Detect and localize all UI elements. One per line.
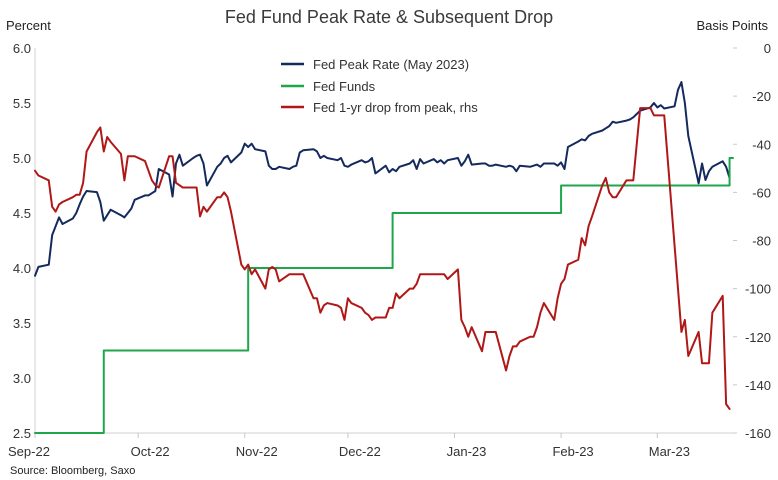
right-y-tick-label: -100 xyxy=(745,282,771,297)
right-y-tick-label: -140 xyxy=(745,378,771,393)
right-y-tick-label: -60 xyxy=(752,185,771,200)
x-tick-label: Feb-23 xyxy=(552,444,593,459)
x-tick-label: Sep-22 xyxy=(8,444,50,459)
x-ticks: Sep-22 Oct-22 Nov-22 Dec-22 Jan-23 Feb-23 Mar-… xyxy=(8,433,690,459)
left-y-tick-label: 3.0 xyxy=(13,371,31,386)
left-y-tick-label: 5.5 xyxy=(13,96,31,111)
left-y-tick-label: 6.0 xyxy=(13,41,31,56)
series-line-fed-funds xyxy=(34,157,734,434)
x-tick-label: Nov-22 xyxy=(236,444,278,459)
right-y-ticks: 0 -20 -40 -60 -80 -100 -120 -140 -160 xyxy=(733,41,771,441)
left-y-tick-label: 3.5 xyxy=(13,316,31,331)
x-tick-label: Oct-22 xyxy=(131,444,170,459)
right-y-tick-label: -160 xyxy=(745,426,771,441)
left-y-tick-label: 4.0 xyxy=(13,261,31,276)
legend-label-fed-drop: Fed 1-yr drop from peak, rhs xyxy=(313,100,478,115)
left-y-tick-label: 5.0 xyxy=(13,151,31,166)
right-y-tick-label: -40 xyxy=(752,137,771,152)
source-note: Source: Bloomberg, Saxo xyxy=(10,465,135,477)
x-tick-label: Mar-23 xyxy=(649,444,690,459)
legend: Fed Peak Rate (May 2023) Fed Funds Fed 1… xyxy=(281,57,478,115)
x-tick-label: Dec-22 xyxy=(339,444,381,459)
left-y-ticks: 6.0 5.5 5.0 4.5 4.0 3.5 3.0 2.5 xyxy=(13,41,31,441)
left-y-tick-label: 4.5 xyxy=(13,206,31,221)
legend-label-fed-funds: Fed Funds xyxy=(313,79,376,94)
series-line-fed-1-yr-drop-from-peak-rhs xyxy=(34,107,731,410)
right-axis-title: Basis Points xyxy=(696,18,768,33)
series-line-fed-peak-rate-may-2023 xyxy=(34,81,731,277)
left-axis-title: Percent xyxy=(6,18,51,33)
right-y-tick-label: -20 xyxy=(752,89,771,104)
right-y-tick-label: -120 xyxy=(745,330,771,345)
right-y-tick-label: -80 xyxy=(752,234,771,249)
legend-label-fed-peak-rate: Fed Peak Rate (May 2023) xyxy=(313,57,469,72)
left-y-tick-label: 2.5 xyxy=(13,426,31,441)
series-lines xyxy=(34,81,734,434)
x-tick-label: Jan-23 xyxy=(447,444,487,459)
right-y-tick-label: 0 xyxy=(764,41,771,56)
axes xyxy=(34,48,733,434)
chart-title: Fed Fund Peak Rate & Subsequent Drop xyxy=(225,7,553,27)
